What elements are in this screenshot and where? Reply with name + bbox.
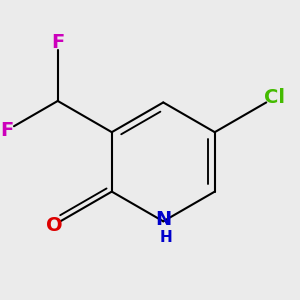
Text: O: O	[46, 216, 62, 235]
Text: F: F	[51, 33, 64, 52]
Text: F: F	[0, 121, 14, 140]
Text: Cl: Cl	[264, 88, 285, 107]
Text: N: N	[155, 210, 171, 229]
Text: H: H	[160, 230, 172, 245]
